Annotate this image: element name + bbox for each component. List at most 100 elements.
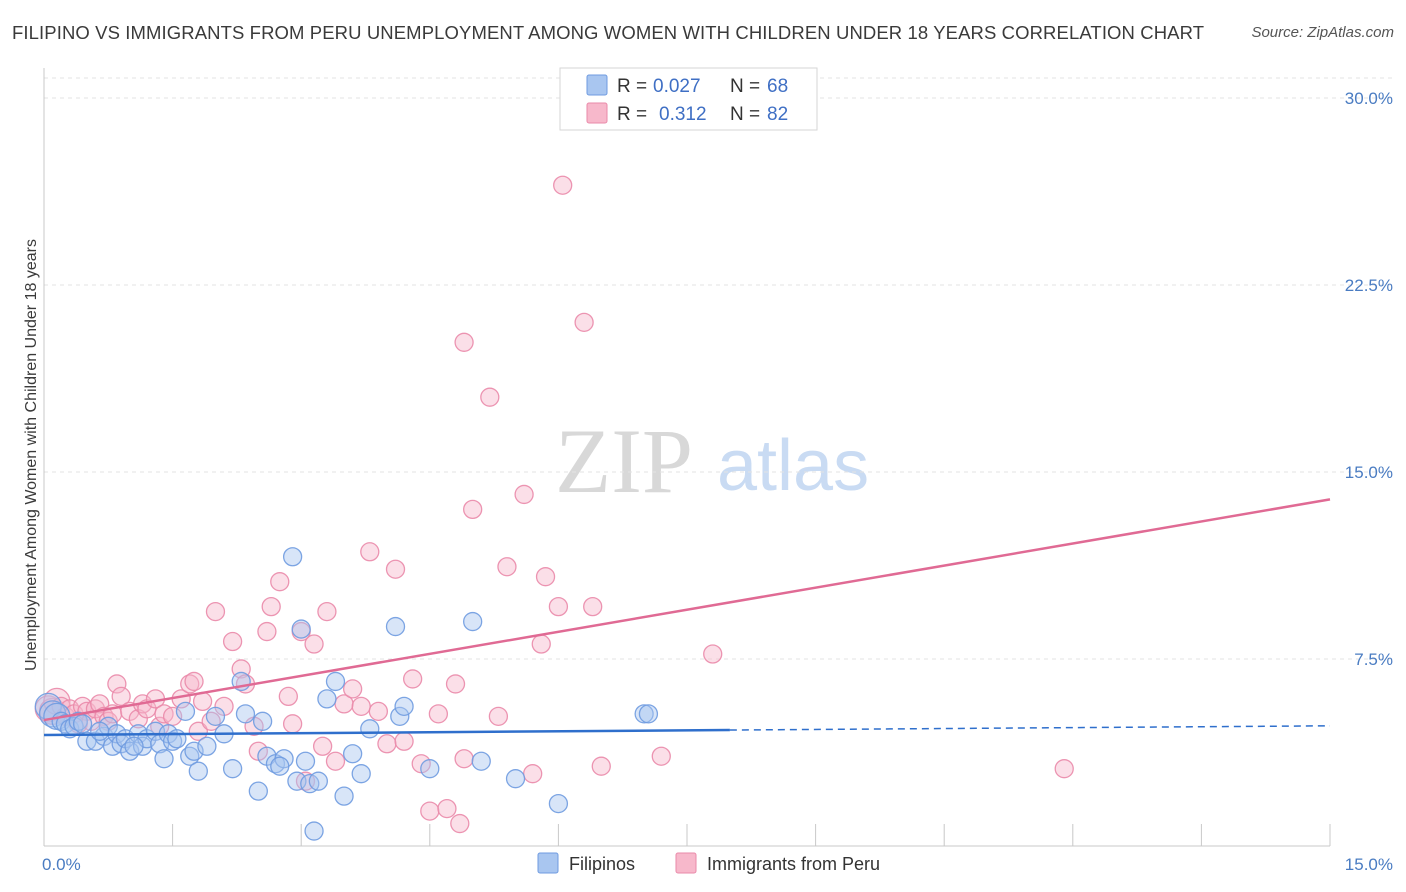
peru-point-16 [107, 674, 127, 694]
peru-point-43 [282, 714, 303, 734]
filipinos-point-26 [175, 701, 196, 722]
filipinos-point-23 [154, 749, 174, 769]
peru-point-48 [317, 601, 337, 622]
filipinos-point-53 [390, 706, 410, 726]
peru-point-65 [454, 749, 474, 769]
peru-point-49 [325, 751, 346, 771]
peru-point-12 [90, 694, 110, 714]
peru-point-52 [351, 696, 371, 717]
peru-point-78 [591, 756, 611, 776]
filipinos-point-30 [197, 736, 217, 756]
trend-line-filipinos [43, 728, 730, 737]
y-tick-labels: 7.5% 15.0% 22.5% 30.0% [1345, 89, 1393, 669]
filipinos-point-36 [248, 781, 268, 801]
peru-point-42 [278, 686, 298, 707]
peru-point-67 [480, 387, 500, 407]
y-tick-label-0: 7.5% [1354, 650, 1393, 669]
legend-r-label-filipinos: R = [617, 76, 647, 97]
filipinos-point-37 [252, 711, 273, 731]
correlation-legend: R = 0.027 N = 68 R = 0.312 N = 82 [559, 67, 818, 131]
peru-point-68 [488, 706, 509, 726]
peru-point-54 [368, 701, 389, 722]
legend-swatch-peru [586, 102, 608, 124]
legend-swatch-filipinos [586, 74, 608, 96]
peru-point-74 [548, 596, 569, 617]
peru-point-64 [450, 813, 470, 834]
peru-point-77 [583, 596, 603, 617]
filipinos-point-63 [90, 721, 110, 741]
peru-point-82 [454, 332, 474, 352]
grid-lines [44, 77, 1392, 660]
series-legend: Filipinos Immigrants from Peru [537, 852, 880, 874]
legend-n-label-peru: N = [730, 104, 760, 125]
x-tick-label-max: 15.0% [1345, 855, 1393, 874]
filipinos-point-55 [420, 759, 440, 779]
bottom-legend-swatch-filipinos [537, 852, 559, 874]
peru-point-63 [445, 674, 466, 694]
peru-point-29 [188, 721, 208, 741]
filipinos-point-65 [167, 729, 187, 749]
x-tick-labels: 0.0% 15.0% [42, 855, 1393, 874]
y-tick-label-1: 15.0% [1345, 463, 1393, 482]
filipinos-point-41 [282, 547, 303, 567]
legend-r-value-filipinos: 0.027 [653, 76, 701, 97]
filipinos-point-60 [634, 704, 654, 724]
filipinos-point-31 [205, 706, 226, 726]
peru-point-56 [385, 559, 406, 579]
legend-r-label-peru: R = [617, 104, 647, 125]
peru-point-46 [304, 634, 324, 654]
filipinos-point-64 [124, 736, 144, 756]
peru-point-60 [420, 801, 440, 821]
y-axis-label: Unemployment Among Women with Children U… [23, 239, 40, 671]
filipinos-point-56 [463, 611, 483, 632]
y-tick-label-3: 30.0% [1345, 89, 1393, 108]
filipinos-point-46 [308, 771, 328, 791]
filipinos-point-51 [360, 719, 380, 739]
peru-point-39 [257, 621, 277, 642]
filipinos-point-35 [235, 704, 256, 724]
peru-point-72 [531, 634, 551, 654]
legend-n-value-peru: 82 [767, 104, 788, 125]
filipinos-point-58 [505, 769, 526, 789]
peru-point-32 [205, 601, 226, 622]
x-tick-label-min: 0.0% [42, 855, 81, 874]
peru-point-40 [261, 596, 281, 617]
peru-point-28 [184, 671, 204, 692]
filipinos-point-66 [270, 756, 290, 776]
legend-r-value-peru: 0.312 [659, 104, 707, 125]
chart-source: Source: ZipAtlas.com [1251, 24, 1394, 41]
filipinos-point-67 [351, 764, 371, 784]
peru-point-57 [394, 731, 414, 751]
peru-point-41 [270, 572, 290, 592]
filipinos-point-49 [334, 786, 354, 806]
peru-point-61 [428, 704, 449, 724]
peru-point-47 [312, 736, 333, 756]
chart-title: FILIPINO VS IMMIGRANTS FROM PERU UNEMPLO… [12, 22, 1205, 43]
peru-point-53 [360, 542, 380, 562]
peru-point-81 [1054, 759, 1074, 779]
peru-point-51 [342, 679, 363, 699]
peru-point-62 [437, 798, 457, 819]
legend-n-label-filipinos: N = [730, 76, 760, 97]
peru-point-34 [222, 631, 243, 652]
trend-line-peru [43, 498, 1331, 722]
peru-point-55 [377, 734, 397, 754]
peru-point-73 [535, 567, 556, 587]
filipinos-point-44 [295, 751, 316, 771]
filipinos-point-59 [548, 793, 569, 814]
watermark-atlas: atlas [717, 426, 869, 506]
filipinos-point-54 [394, 696, 414, 717]
peru-point-58 [403, 669, 423, 689]
filipinos-point-33 [222, 759, 243, 779]
peru-point-75 [553, 175, 573, 195]
peru-point-79 [651, 746, 671, 766]
peru-point-76 [574, 312, 594, 333]
legend-n-value-filipinos: 68 [767, 76, 788, 97]
trend-lines [43, 498, 1331, 737]
peru-point-70 [514, 484, 534, 505]
filipinos-point-47 [317, 689, 337, 709]
y-tick-label-2: 22.5% [1345, 276, 1393, 295]
filipinos-point-61 [638, 704, 659, 724]
filipinos-point-8 [72, 714, 93, 734]
peru-point-71 [523, 764, 543, 784]
